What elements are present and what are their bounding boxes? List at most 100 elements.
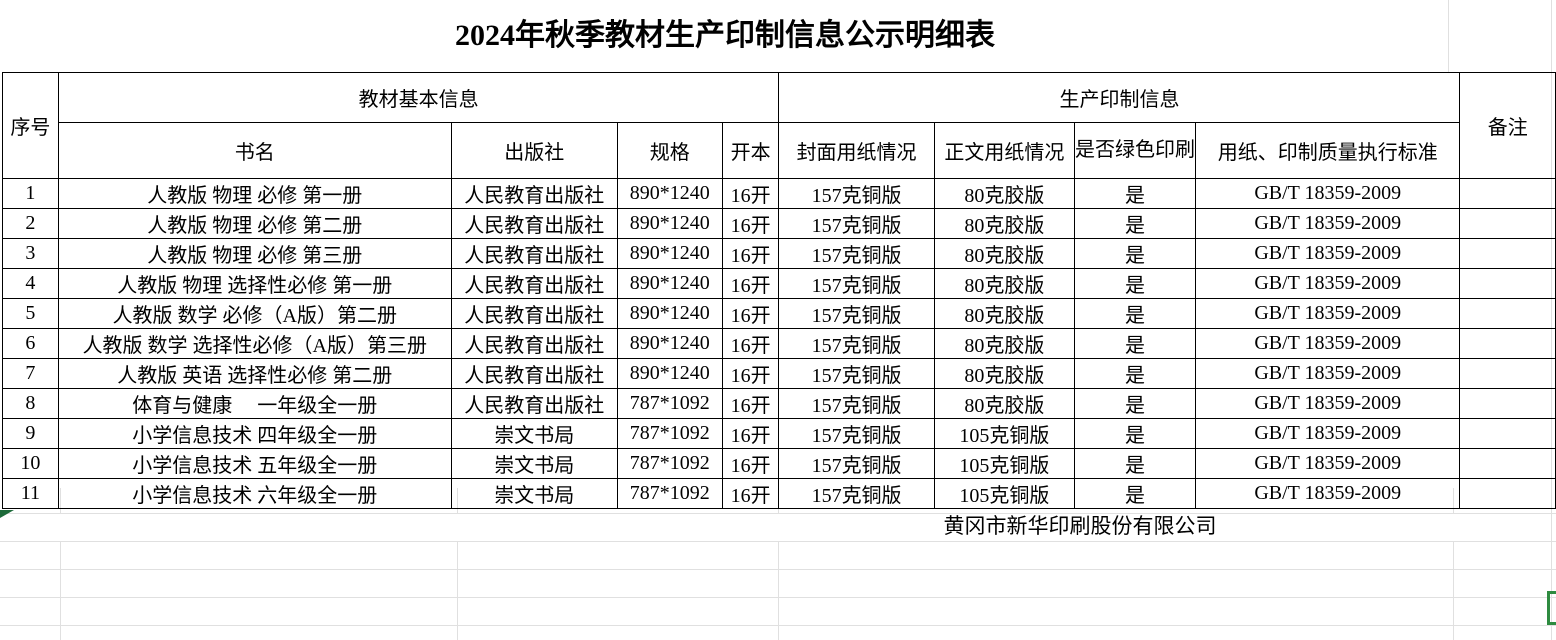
cell-body[interactable]: 80克胶版 [933, 358, 1076, 389]
col-header-serial[interactable]: 序号 [2, 72, 59, 179]
col-header-book-name[interactable]: 书名 [57, 122, 452, 179]
cell-format[interactable]: 16开 [721, 388, 780, 419]
cell-name[interactable]: 人教版 物理 必修 第三册 [57, 238, 452, 269]
cell-body[interactable]: 80克胶版 [933, 268, 1076, 299]
cell-no[interactable]: 4 [2, 268, 59, 299]
cell-no[interactable]: 6 [2, 328, 59, 359]
cell-spec[interactable]: 787*1092 [616, 448, 723, 479]
cell-cover[interactable]: 157克铜版 [778, 238, 935, 269]
cell-format[interactable]: 16开 [721, 478, 780, 509]
cell-green[interactable]: 是 [1074, 448, 1197, 479]
cell-remark[interactable] [1459, 478, 1556, 509]
cell-format[interactable]: 16开 [721, 418, 780, 449]
cell-spec[interactable]: 787*1092 [616, 418, 723, 449]
col-header-standard[interactable]: 用纸、印制质量执行标准 [1195, 122, 1461, 179]
group-header-production-info[interactable]: 生产印制信息 [778, 72, 1461, 123]
cell-remark[interactable] [1459, 238, 1556, 269]
cell-publisher[interactable]: 人民教育出版社 [450, 238, 618, 269]
cell-format[interactable]: 16开 [721, 238, 780, 269]
cell-name[interactable]: 人教版 物理 选择性必修 第一册 [57, 268, 452, 299]
cell-body[interactable]: 80克胶版 [933, 238, 1076, 269]
cell-remark[interactable] [1459, 268, 1556, 299]
cell-name[interactable]: 人教版 物理 必修 第二册 [57, 208, 452, 239]
cell-standard[interactable]: GB/T 18359-2009 [1195, 208, 1461, 239]
cell-green[interactable]: 是 [1074, 328, 1197, 359]
cell-name[interactable]: 小学信息技术 四年级全一册 [57, 418, 452, 449]
cell-green[interactable]: 是 [1074, 298, 1197, 329]
cell-publisher[interactable]: 人民教育出版社 [450, 328, 618, 359]
cell-green[interactable]: 是 [1074, 388, 1197, 419]
col-header-spec[interactable]: 规格 [616, 122, 723, 179]
cell-spec[interactable]: 890*1240 [616, 178, 723, 209]
cell-publisher[interactable]: 人民教育出版社 [450, 268, 618, 299]
cell-spec[interactable]: 890*1240 [616, 328, 723, 359]
cell-publisher[interactable]: 人民教育出版社 [450, 388, 618, 419]
cell-no[interactable]: 3 [2, 238, 59, 269]
col-header-cover-paper[interactable]: 封面用纸情况 [778, 122, 935, 179]
cell-publisher[interactable]: 人民教育出版社 [450, 298, 618, 329]
cell-name[interactable]: 人教版 物理 必修 第一册 [57, 178, 452, 209]
cell-standard[interactable]: GB/T 18359-2009 [1195, 238, 1461, 269]
cell-publisher[interactable]: 人民教育出版社 [450, 178, 618, 209]
cell-green[interactable]: 是 [1074, 178, 1197, 209]
cell-cover[interactable]: 157克铜版 [778, 388, 935, 419]
cell-publisher[interactable]: 人民教育出版社 [450, 358, 618, 389]
cell-standard[interactable]: GB/T 18359-2009 [1195, 328, 1461, 359]
cell-format[interactable]: 16开 [721, 178, 780, 209]
cell-name[interactable]: 小学信息技术 五年级全一册 [57, 448, 452, 479]
group-header-basic-info[interactable]: 教材基本信息 [57, 72, 780, 123]
cell-name[interactable]: 人教版 数学 必修（A版）第二册 [57, 298, 452, 329]
cell-name[interactable]: 人教版 数学 选择性必修（A版）第三册 [57, 328, 452, 359]
cell-standard[interactable]: GB/T 18359-2009 [1195, 268, 1461, 299]
cell-format[interactable]: 16开 [721, 208, 780, 239]
cell-standard[interactable]: GB/T 18359-2009 [1195, 298, 1461, 329]
cell-remark[interactable] [1459, 328, 1556, 359]
cell-name[interactable]: 人教版 英语 选择性必修 第二册 [57, 358, 452, 389]
cell-green[interactable]: 是 [1074, 238, 1197, 269]
cell-cover[interactable]: 157克铜版 [778, 328, 935, 359]
cell-remark[interactable] [1459, 358, 1556, 389]
cell-spec[interactable]: 890*1240 [616, 298, 723, 329]
cell-no[interactable]: 5 [2, 298, 59, 329]
cell-standard[interactable]: GB/T 18359-2009 [1195, 418, 1461, 449]
cell-body[interactable]: 80克胶版 [933, 178, 1076, 209]
cell-cover[interactable]: 157克铜版 [778, 418, 935, 449]
cell-no[interactable]: 11 [2, 478, 59, 509]
cell-green[interactable]: 是 [1074, 358, 1197, 389]
cell-format[interactable]: 16开 [721, 358, 780, 389]
cell-spec[interactable]: 890*1240 [616, 208, 723, 239]
cell-standard[interactable]: GB/T 18359-2009 [1195, 358, 1461, 389]
cell-standard[interactable]: GB/T 18359-2009 [1195, 448, 1461, 479]
cell-publisher[interactable]: 崇文书局 [450, 478, 618, 509]
cell-format[interactable]: 16开 [721, 268, 780, 299]
cell-cover[interactable]: 157克铜版 [778, 298, 935, 329]
cell-body[interactable]: 80克胶版 [933, 388, 1076, 419]
cell-cover[interactable]: 157克铜版 [778, 448, 935, 479]
cell-spec[interactable]: 890*1240 [616, 238, 723, 269]
cell-no[interactable]: 2 [2, 208, 59, 239]
cell-green[interactable]: 是 [1074, 418, 1197, 449]
cell-cover[interactable]: 157克铜版 [778, 208, 935, 239]
cell-body[interactable]: 105克铜版 [933, 418, 1076, 449]
cell-publisher[interactable]: 崇文书局 [450, 418, 618, 449]
cell-green[interactable]: 是 [1074, 208, 1197, 239]
cell-no[interactable]: 7 [2, 358, 59, 389]
cell-name[interactable]: 小学信息技术 六年级全一册 [57, 478, 452, 509]
cell-spec[interactable]: 787*1092 [616, 478, 723, 509]
cell-remark[interactable] [1459, 208, 1556, 239]
cell-body[interactable]: 105克铜版 [933, 478, 1076, 509]
cell-no[interactable]: 8 [2, 388, 59, 419]
cell-remark[interactable] [1459, 418, 1556, 449]
cell-remark[interactable] [1459, 178, 1556, 209]
cell-no[interactable]: 10 [2, 448, 59, 479]
col-header-format[interactable]: 开本 [721, 122, 780, 179]
cell-cover[interactable]: 157克铜版 [778, 178, 935, 209]
cell-green[interactable]: 是 [1074, 478, 1197, 509]
cell-no[interactable]: 1 [2, 178, 59, 209]
col-header-publisher[interactable]: 出版社 [450, 122, 618, 179]
cell-remark[interactable] [1459, 388, 1556, 419]
cell-cover[interactable]: 157克铜版 [778, 268, 935, 299]
cell-remark[interactable] [1459, 298, 1556, 329]
cell-cover[interactable]: 157克铜版 [778, 358, 935, 389]
cell-cover[interactable]: 157克铜版 [778, 478, 935, 509]
